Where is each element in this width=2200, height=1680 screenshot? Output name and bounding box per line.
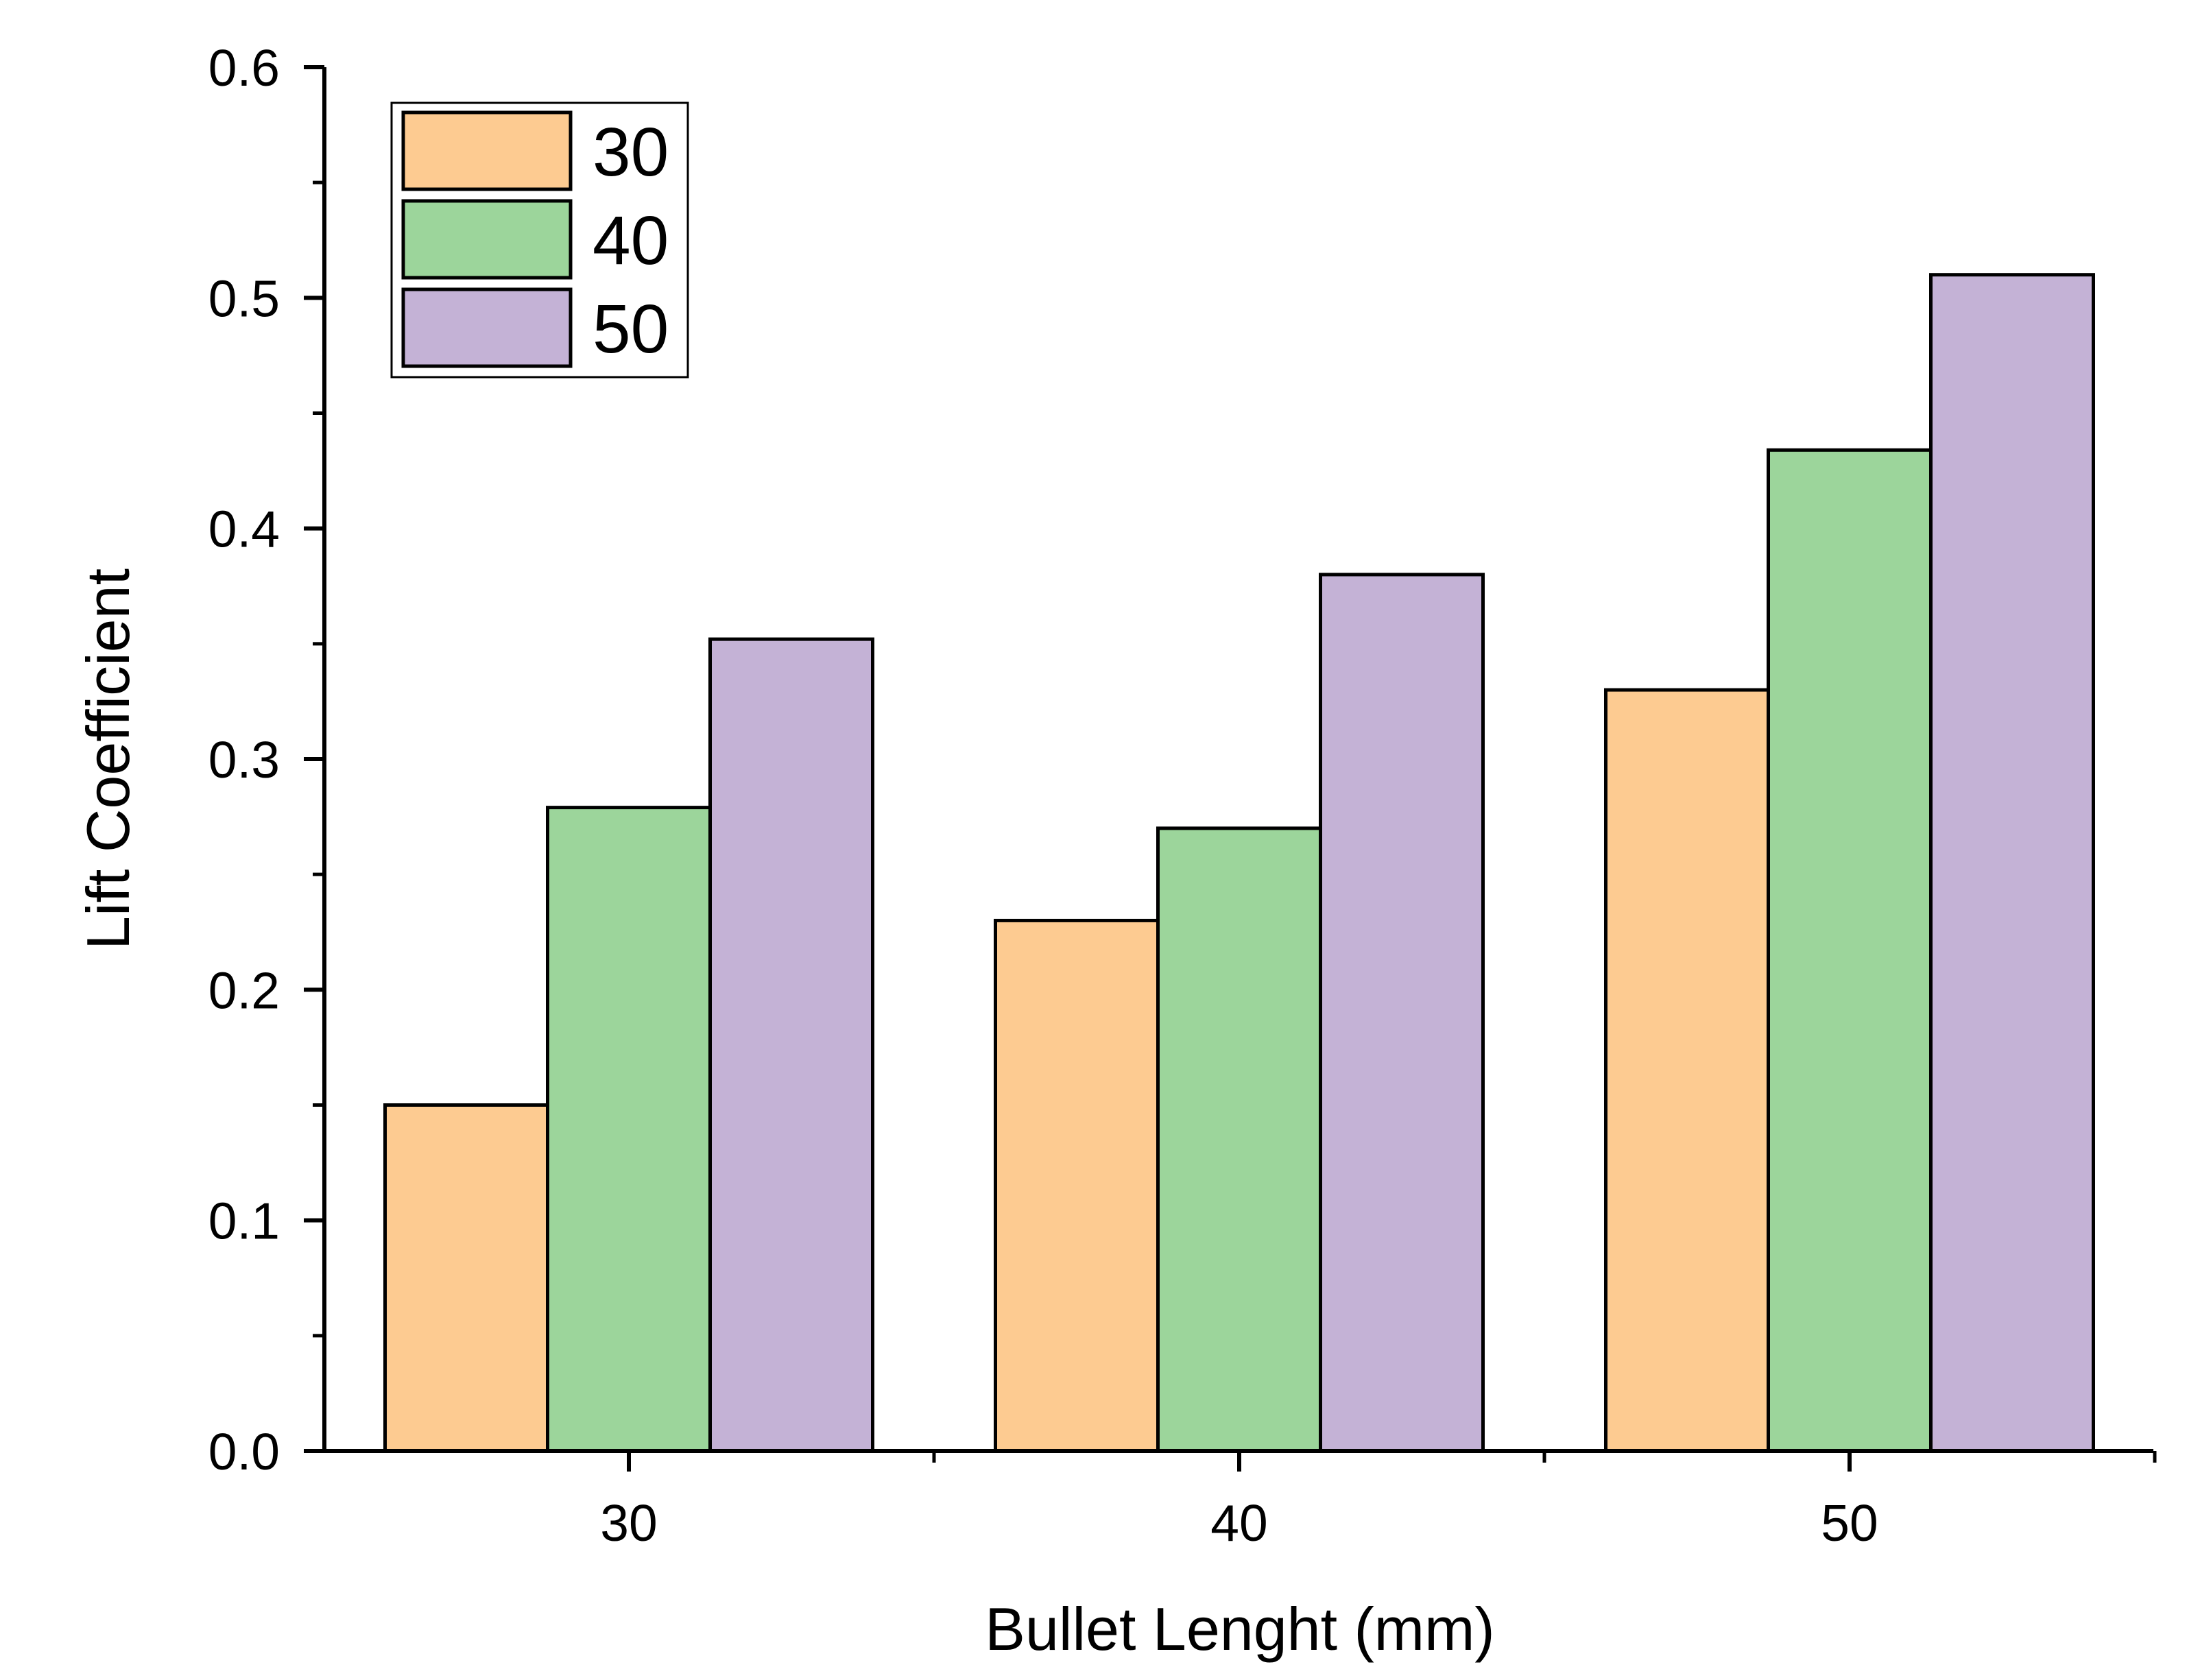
x-tick-label: 30 (600, 1494, 657, 1552)
bar-50-40 (1319, 573, 1485, 1453)
bar-30-30 (383, 1103, 549, 1453)
y-tick-label: 0.5 (208, 269, 280, 327)
bar-40-50 (1767, 448, 1933, 1453)
bar-30-40 (994, 918, 1160, 1453)
x-axis-title: Bullet Lenght (mm) (985, 1595, 1494, 1663)
legend-label-50: 50 (593, 291, 669, 368)
y-tick-label: 0.3 (208, 731, 280, 789)
legend-swatch-30 (401, 110, 573, 191)
bar-50-30 (708, 637, 874, 1453)
bar-40-40 (1156, 826, 1322, 1453)
x-tick-label: 40 (1210, 1494, 1267, 1552)
legend: 30 40 50 (390, 101, 689, 379)
y-tick-label: 0.0 (208, 1423, 280, 1480)
bar-30-50 (1604, 688, 1770, 1453)
bar-40-30 (546, 806, 712, 1453)
legend-swatch-50 (401, 287, 573, 368)
legend-label-30: 30 (593, 114, 669, 191)
y-axis-title: Lift Coefficient (74, 568, 142, 950)
y-tick-label: 0.2 (208, 961, 280, 1019)
legend-frame (390, 101, 689, 379)
y-tick-label: 0.4 (208, 501, 280, 558)
y-tick-label: 0.1 (208, 1192, 280, 1250)
x-tick-label: 50 (1821, 1494, 1878, 1552)
bar-50-50 (1929, 273, 2095, 1453)
legend-label-40: 40 (593, 202, 669, 279)
bars-layer (383, 273, 2095, 1453)
legend-swatch-40 (401, 199, 573, 280)
y-tick-label: 0.6 (208, 39, 280, 97)
ticks-layer: 0.0 0.1 0.2 0.3 0.4 0.5 0.6 30 40 50 (208, 39, 2157, 1552)
